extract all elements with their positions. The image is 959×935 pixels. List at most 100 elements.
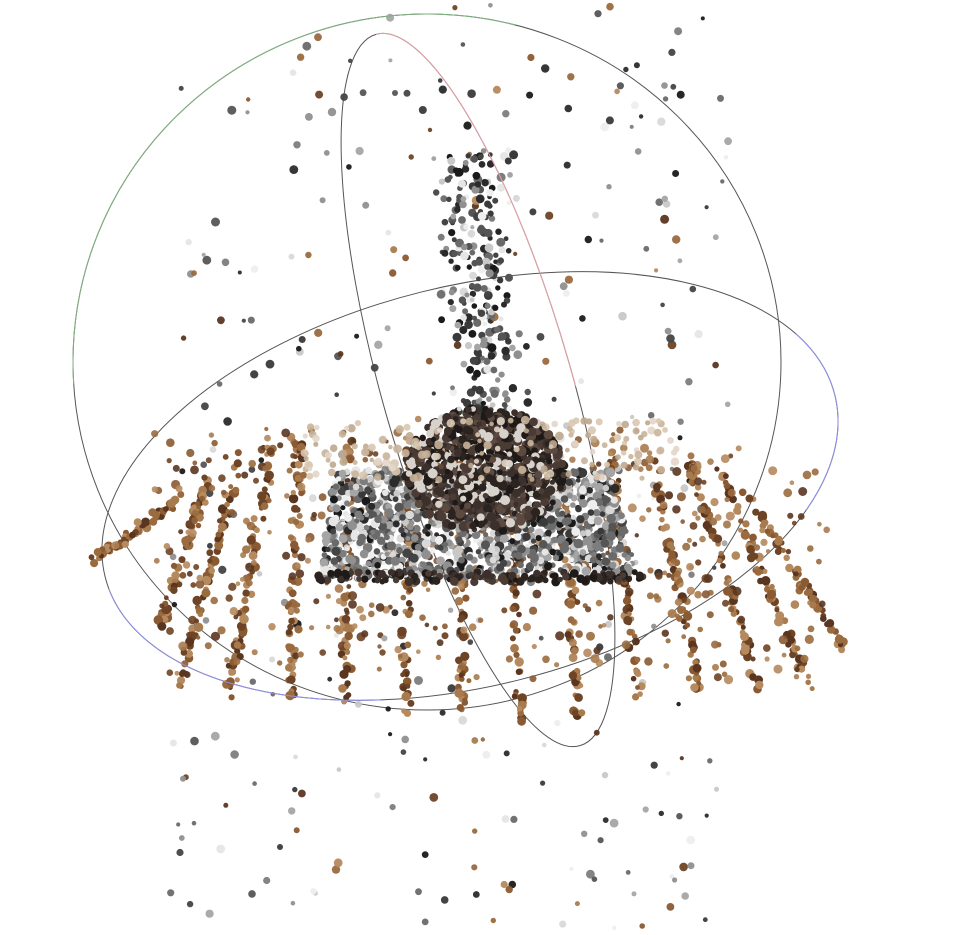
table-point bbox=[639, 475, 645, 481]
box-edge-point bbox=[542, 569, 548, 575]
table-point bbox=[780, 548, 786, 553]
column-point bbox=[441, 249, 449, 257]
column-point bbox=[496, 172, 506, 182]
z-axis-ring[interactable] bbox=[108, 588, 381, 701]
table-point bbox=[583, 648, 592, 658]
stray-point bbox=[591, 876, 598, 882]
stray-point bbox=[408, 154, 414, 160]
table-point bbox=[375, 603, 385, 612]
table-point bbox=[764, 656, 770, 662]
stray-point bbox=[616, 82, 625, 90]
table-point bbox=[698, 506, 706, 514]
table-point bbox=[121, 540, 129, 548]
x-axis-ring[interactable] bbox=[375, 32, 576, 387]
table-point bbox=[645, 420, 651, 426]
stray-point bbox=[606, 2, 614, 11]
object-point bbox=[545, 485, 556, 495]
box-point bbox=[344, 514, 352, 522]
table-point bbox=[575, 630, 583, 638]
box-point bbox=[509, 538, 516, 545]
stray-point bbox=[433, 189, 440, 196]
table-point bbox=[800, 577, 810, 587]
table-point bbox=[708, 533, 715, 540]
table-point bbox=[551, 420, 558, 428]
table-point bbox=[785, 548, 792, 555]
column-point bbox=[480, 400, 486, 406]
table-point bbox=[463, 441, 471, 450]
table-point bbox=[290, 540, 299, 550]
box-edge-point bbox=[338, 575, 345, 583]
table-point bbox=[220, 489, 227, 496]
table-point bbox=[701, 479, 707, 485]
stray-point bbox=[180, 335, 187, 341]
column-point bbox=[475, 194, 485, 204]
stray-point bbox=[723, 155, 729, 160]
stray-point bbox=[600, 122, 610, 132]
table-point bbox=[740, 530, 750, 540]
object-point bbox=[516, 423, 526, 433]
table-point bbox=[409, 474, 418, 483]
object-point bbox=[476, 513, 485, 522]
table-point bbox=[554, 662, 560, 668]
table-point bbox=[224, 501, 230, 508]
column-point bbox=[454, 167, 464, 177]
table-point bbox=[768, 466, 778, 476]
table-point bbox=[286, 467, 293, 474]
table-point bbox=[362, 456, 369, 463]
table-point bbox=[288, 617, 295, 625]
table-point bbox=[192, 595, 202, 606]
table-point bbox=[166, 669, 174, 676]
table-point bbox=[634, 457, 642, 466]
table-point bbox=[805, 673, 812, 680]
box-edge-point bbox=[425, 570, 432, 577]
stray-point bbox=[250, 265, 259, 273]
table-point bbox=[834, 634, 845, 644]
table-point bbox=[512, 627, 520, 634]
table-point bbox=[190, 582, 197, 588]
box-point bbox=[589, 556, 597, 564]
object-point bbox=[451, 439, 458, 446]
table-point bbox=[532, 589, 542, 599]
column-point bbox=[455, 264, 461, 271]
table-point bbox=[632, 693, 640, 701]
table-point bbox=[672, 505, 681, 514]
box-point bbox=[586, 487, 593, 494]
table-point bbox=[808, 594, 817, 603]
table-point bbox=[264, 434, 271, 442]
object-point bbox=[444, 468, 451, 474]
box-point bbox=[565, 529, 574, 538]
table-point bbox=[208, 567, 215, 574]
table-point bbox=[571, 440, 579, 448]
box-point bbox=[421, 549, 432, 560]
table-point bbox=[694, 492, 699, 497]
table-point bbox=[151, 430, 159, 438]
object-point bbox=[454, 481, 462, 489]
table-point bbox=[647, 426, 656, 435]
rotation-gizmo[interactable] bbox=[72, 13, 839, 701]
column-point bbox=[478, 161, 486, 168]
column-point bbox=[473, 318, 482, 327]
table-point bbox=[196, 504, 202, 510]
stray-point bbox=[263, 876, 271, 885]
table-point bbox=[723, 580, 730, 586]
box-point bbox=[587, 509, 595, 516]
table-point bbox=[343, 694, 350, 701]
table-point bbox=[787, 512, 794, 519]
y-axis-ring[interactable] bbox=[72, 13, 516, 384]
table-point bbox=[628, 453, 634, 460]
table-point bbox=[407, 699, 415, 707]
table-point bbox=[277, 442, 284, 449]
table-point bbox=[435, 654, 442, 660]
stray-point bbox=[185, 238, 192, 246]
box-point bbox=[587, 516, 596, 525]
table-point bbox=[260, 502, 269, 510]
column-point bbox=[477, 211, 487, 221]
stray-point bbox=[677, 418, 684, 425]
object-point bbox=[455, 509, 465, 519]
column-point bbox=[477, 309, 486, 317]
box-edge-point bbox=[557, 576, 563, 583]
z-axis-ring[interactable] bbox=[795, 333, 839, 511]
stray-point bbox=[677, 435, 683, 441]
